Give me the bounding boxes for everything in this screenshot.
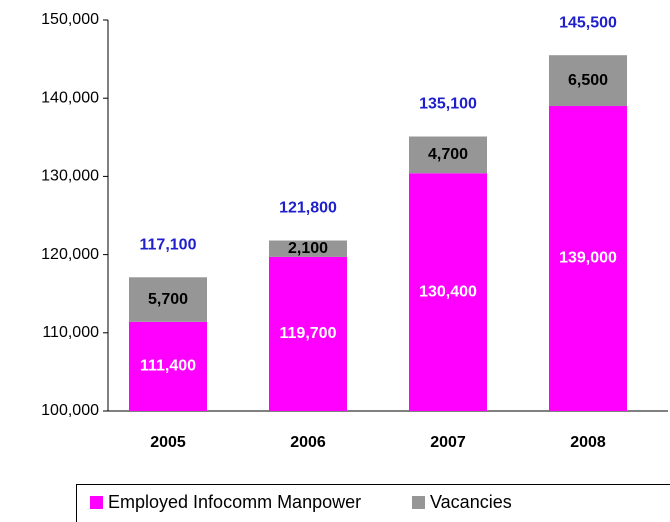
x-tick-label: 2007 xyxy=(430,434,466,451)
total-label: 135,100 xyxy=(419,96,477,113)
bar-segment xyxy=(129,277,207,322)
legend-swatch xyxy=(412,496,425,509)
bar-segment xyxy=(549,55,627,107)
x-tick-label: 2005 xyxy=(150,434,186,451)
bar-segment xyxy=(409,136,487,174)
bar-segment xyxy=(549,106,627,412)
data-label: 2,100 xyxy=(288,240,328,257)
data-label: 4,700 xyxy=(428,146,468,163)
bar-segment xyxy=(269,256,347,411)
legend-box xyxy=(76,484,670,522)
data-label: 5,700 xyxy=(148,291,188,308)
data-label: 139,000 xyxy=(559,250,617,267)
y-tick-label: 120,000 xyxy=(41,246,99,263)
legend-label: Vacancies xyxy=(430,492,512,512)
legend-label: Employed Infocomm Manpower xyxy=(108,492,361,512)
data-label: 130,400 xyxy=(419,283,477,300)
legend-swatch xyxy=(90,496,103,509)
x-tick-label: 2008 xyxy=(570,434,606,451)
y-tick-label: 140,000 xyxy=(41,89,99,106)
y-tick-label: 110,000 xyxy=(42,324,99,341)
y-tick-label: 100,000 xyxy=(41,402,99,419)
total-label: 117,100 xyxy=(140,236,197,253)
y-tick-label: 150,000 xyxy=(41,11,99,28)
total-label: 145,500 xyxy=(559,14,617,31)
bar-segment xyxy=(129,321,207,411)
bar-segment xyxy=(269,240,347,257)
data-label: 119,700 xyxy=(280,325,337,342)
data-label: 6,500 xyxy=(568,72,608,89)
bar-segment xyxy=(409,173,487,411)
y-tick-label: 130,000 xyxy=(41,168,99,185)
x-tick-label: 2006 xyxy=(290,434,326,451)
data-label: 111,400 xyxy=(140,358,196,375)
total-label: 121,800 xyxy=(279,200,337,217)
